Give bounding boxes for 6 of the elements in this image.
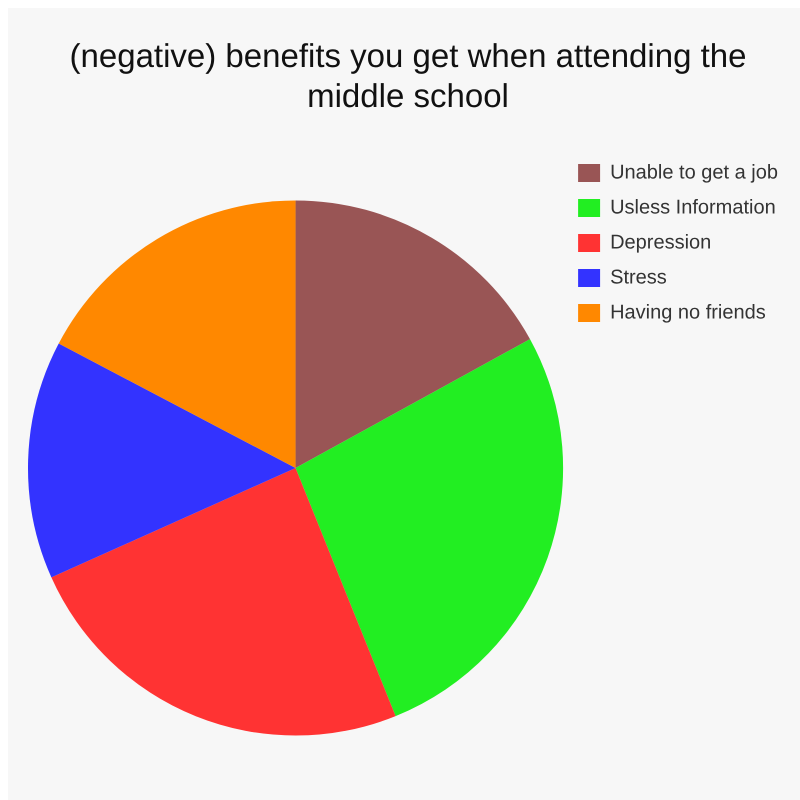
legend-label: Having no friends — [610, 302, 766, 324]
legend-label: Depression — [610, 232, 712, 254]
legend-label: Usless Information — [610, 196, 776, 219]
legend-label: Stress — [610, 266, 667, 289]
legend-label: Unable to get a job — [610, 162, 778, 184]
chart-title: (negative) benefits you get when attending the middle school — [68, 36, 748, 116]
